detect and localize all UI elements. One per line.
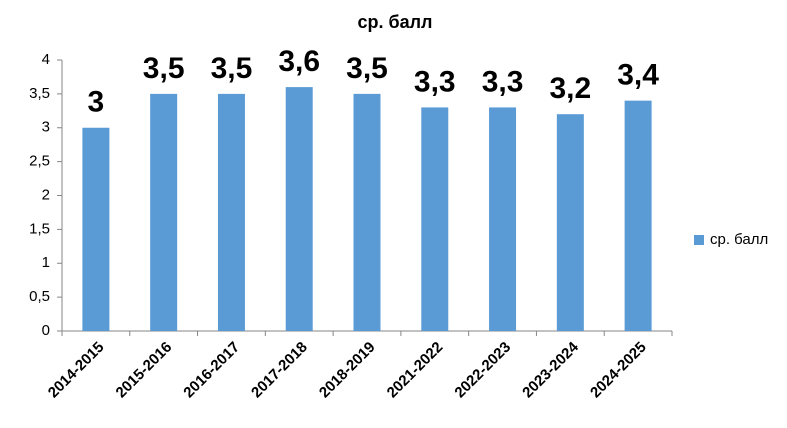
y-tick-label: 3,5: [29, 85, 50, 102]
value-label: 3,3: [414, 65, 456, 98]
bar: [82, 127, 110, 331]
x-tick-label: 2016-2017: [180, 339, 243, 402]
bar: [624, 100, 652, 332]
x-tick-label: 2022-2023: [451, 339, 514, 402]
bar: [556, 114, 584, 331]
bar: [353, 93, 381, 331]
x-tick-label: 2023-2024: [519, 338, 582, 401]
x-tick-label: 2014-2015: [45, 339, 108, 402]
bar: [150, 93, 178, 331]
legend-swatch: [694, 235, 704, 245]
value-label: 3,6: [278, 45, 320, 78]
value-label: 3,5: [211, 52, 253, 85]
value-label: 3,3: [482, 65, 524, 98]
y-tick-label: 1: [42, 254, 50, 271]
bar: [285, 87, 313, 331]
value-label: 3,5: [346, 52, 388, 85]
y-tick-label: 2,5: [29, 153, 50, 170]
value-label: 3,5: [143, 52, 185, 85]
y-tick-label: 0: [42, 322, 50, 339]
y-tick-label: 0,5: [29, 288, 50, 305]
bar: [421, 107, 449, 331]
y-tick-label: 4: [42, 51, 50, 68]
x-tick-label: 2018-2019: [316, 339, 379, 402]
x-tick-label: 2024-2025: [587, 339, 650, 402]
y-tick-label: 3: [42, 119, 50, 136]
y-tick-label: 1,5: [29, 220, 50, 237]
value-label: 3,2: [549, 72, 591, 105]
value-label: 3,4: [617, 59, 659, 92]
x-tick-label: 2015-2016: [113, 339, 176, 402]
x-tick-label: 2017-2018: [248, 339, 311, 402]
y-tick-label: 2: [42, 186, 50, 203]
bar: [489, 107, 517, 331]
chart-title: ср. балл: [357, 12, 432, 32]
bar: [217, 93, 245, 331]
x-tick-label: 2021-2022: [384, 339, 447, 402]
legend-label: ср. балл: [710, 231, 768, 248]
value-label: 3: [88, 86, 105, 119]
